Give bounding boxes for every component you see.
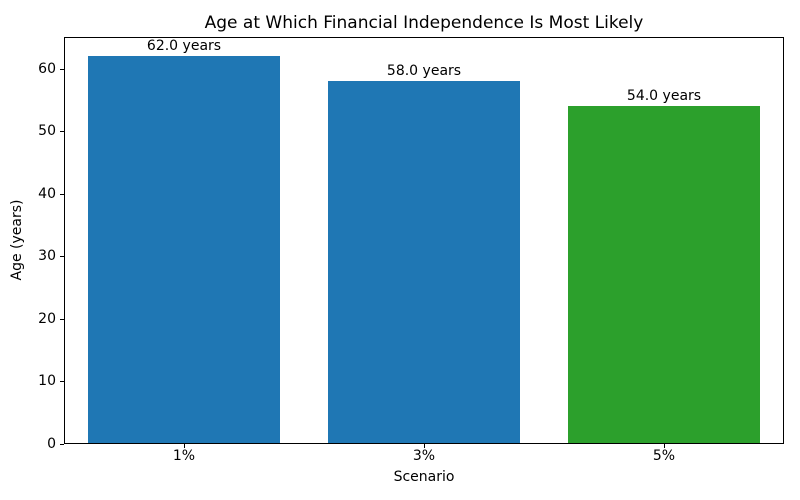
bar-value-label-5%: 54.0 years [626, 88, 702, 105]
x-tick-mark-1% [184, 444, 185, 448]
x-tick-label-1%: 1% [172, 448, 196, 464]
bar-5% [568, 106, 760, 444]
bars-layer [64, 37, 784, 444]
y-tick-mark-50 [60, 131, 64, 132]
chart-title: Age at Which Financial Independence Is M… [204, 13, 644, 33]
x-tick-mark-5% [664, 444, 665, 448]
y-tick-mark-30 [60, 256, 64, 257]
y-tick-label-40: 40 [38, 185, 56, 202]
x-tick-label-5%: 5% [652, 448, 676, 464]
y-tick-mark-40 [60, 194, 64, 195]
bar-3% [328, 81, 520, 444]
bar-value-label-1%: 62.0 years [146, 38, 222, 55]
bar-1% [88, 56, 280, 444]
y-tick-mark-60 [60, 69, 64, 70]
y-tick-label-0: 0 [47, 436, 56, 452]
y-tick-mark-20 [60, 319, 64, 320]
x-tick-mark-3% [424, 444, 425, 448]
bar-value-label-3%: 58.0 years [386, 63, 462, 80]
y-tick-mark-10 [60, 381, 64, 382]
y-tick-mark-0 [60, 444, 64, 445]
y-tick-label-50: 50 [38, 123, 56, 140]
y-tick-label-60: 60 [38, 60, 56, 77]
y-tick-label-30: 30 [38, 248, 56, 265]
x-tick-label-3%: 3% [412, 448, 436, 464]
y-tick-label-10: 10 [38, 373, 56, 390]
y-axis-label: Age (years) [9, 199, 25, 281]
y-tick-label-20: 20 [38, 310, 56, 327]
x-axis-label: Scenario [393, 469, 455, 485]
